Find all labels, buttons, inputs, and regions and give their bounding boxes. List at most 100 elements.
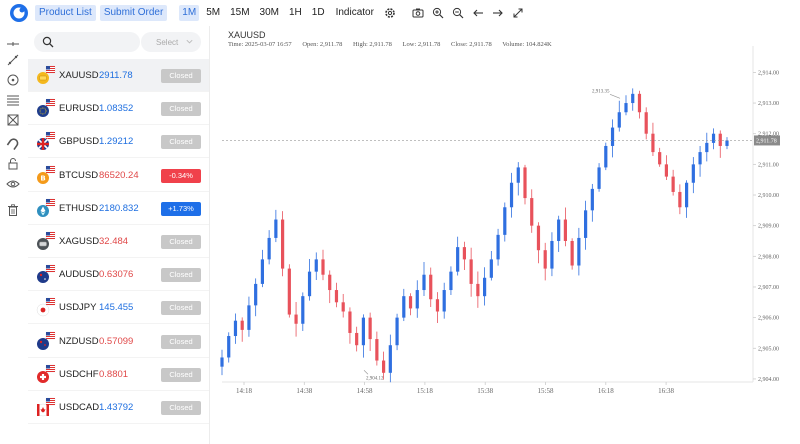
y-tick-label: 2,909.00 [758, 224, 779, 230]
candle-body [240, 320, 244, 330]
arrow-left-icon[interactable] [470, 5, 486, 21]
candle-body [516, 167, 520, 183]
product-list-button[interactable]: Product List [35, 5, 96, 21]
status-badge: -0.34% [161, 168, 201, 183]
product-symbol: NZDUSD [59, 335, 99, 347]
candle-body [685, 182, 689, 208]
product-price: 0.8801 [99, 368, 129, 380]
zoom-out-icon[interactable] [450, 5, 466, 21]
magnet-icon[interactable] [5, 136, 21, 152]
product-row-nzdusd[interactable]: NZDUSD 0.57099 Closed [28, 325, 209, 358]
search-box[interactable] [34, 32, 140, 52]
product-row-btcusd[interactable]: B BTCUSD 86520.24 -0.34% [28, 159, 209, 192]
search-row: Select [28, 30, 210, 54]
candle-body [334, 290, 339, 303]
category-select[interactable]: Select [141, 32, 201, 52]
product-row-audusd[interactable]: AUDUSD 0.63076 Closed [28, 258, 209, 292]
camera-icon[interactable] [410, 5, 426, 21]
timeframe-5m[interactable]: 5M [206, 7, 221, 18]
product-row-eurusd[interactable]: EURUSD 1.08352 Closed [28, 92, 209, 126]
search-input[interactable] [56, 34, 136, 50]
candle-body [368, 317, 372, 340]
ohlc-low: Low: 2,911.78 [402, 41, 441, 48]
candle-body [536, 225, 541, 251]
timeframe-1m[interactable]: 1M [179, 5, 200, 21]
product-price: 1.43792 [99, 402, 134, 413]
x-tick-label: 15:18 [417, 387, 433, 395]
crosshair-icon[interactable] [5, 36, 21, 52]
trash-icon[interactable] [5, 202, 21, 218]
candle-body [644, 112, 648, 134]
product-price: 32.484 [99, 236, 129, 247]
candle-body [705, 142, 709, 153]
zoom-in-icon[interactable] [430, 5, 446, 21]
product-row-usdjpy[interactable]: USDJPY 145.455 Closed [28, 291, 209, 325]
y-tick-label: 2,911.00 [758, 162, 779, 168]
eye-icon[interactable] [5, 176, 21, 192]
y-tick-label: 2,905.00 [758, 346, 779, 352]
fibonacci-icon[interactable] [5, 92, 21, 108]
candle-body [449, 271, 453, 291]
product-row-usdchf[interactable]: USDCHF 0.8801 Closed [28, 358, 209, 391]
min-marker-line [363, 370, 369, 375]
product-row-gbpusd[interactable]: GBPUSD 1.29212 Closed [28, 125, 209, 159]
candle-body [530, 198, 534, 226]
submit-order-button[interactable]: Submit Order [99, 5, 168, 21]
product-row-xauusd[interactable]: XAUUSD 2911.78 Closed [28, 59, 209, 92]
ohlc-volume: Volume: 104.824K [502, 41, 552, 48]
timeframe-15m[interactable]: 15M [230, 7, 250, 18]
trend-line-icon[interactable] [5, 52, 21, 68]
product-row-ethusd[interactable]: ETHUSD 2180.832 +1.73% [28, 192, 209, 225]
top-toolbar: Product List Submit Order 1M 5M 15M 30M … [0, 0, 800, 26]
candle-body [348, 311, 352, 333]
product-symbol: XAGUSD [59, 236, 100, 247]
last-price-label: 2,911.78 [756, 139, 777, 145]
candle-body [631, 93, 635, 104]
candle-body [388, 345, 392, 373]
candle-body [584, 210, 588, 238]
y-tick-label: 2,912.00 [758, 132, 779, 138]
status-badge: Closed [161, 367, 201, 382]
candle-body [489, 259, 493, 278]
au-flag-icon [36, 264, 56, 284]
candle-body [456, 247, 460, 272]
drawing-tools [0, 28, 26, 444]
circle-icon[interactable] [5, 72, 21, 88]
x-tick-label: 14:58 [357, 387, 373, 395]
status-badge: Closed [161, 69, 201, 83]
candle-body [496, 234, 500, 260]
candle-body [287, 268, 291, 315]
product-row-usdcad[interactable]: USDCAD 1.43792 Closed [28, 391, 209, 424]
candle-body [624, 103, 628, 113]
chart-area[interactable]: 2,914.00 2,913.00 2,912.00 2,911.00 2,910.00… [212, 26, 800, 444]
x-tick-label: 14:38 [296, 387, 312, 395]
candle-body [617, 112, 621, 128]
product-symbol: XAUUSD [59, 70, 99, 81]
product-price: 86520.24 [99, 169, 139, 181]
pattern-icon[interactable] [5, 112, 21, 128]
status-badge: Closed [161, 334, 201, 349]
btc-flag-icon: B [36, 165, 56, 185]
candle-body [651, 133, 655, 153]
timeframe-30m[interactable]: 30M [259, 7, 279, 18]
arrow-right-icon[interactable] [490, 5, 506, 21]
timeframe-1d[interactable]: 1D [311, 7, 325, 18]
candle-body [711, 133, 716, 143]
max-price-label: 2,913.35 [592, 89, 610, 94]
candle-body [220, 357, 224, 367]
candle-body [469, 259, 473, 284]
candle-body [462, 247, 466, 260]
lock-icon[interactable] [5, 156, 21, 172]
candle-body [718, 133, 722, 146]
select-placeholder: Select [156, 37, 179, 47]
candlestick-chart[interactable]: 2,914.00 2,913.00 2,912.00 2,911.00 2,910.00… [212, 26, 800, 444]
candle-body [523, 167, 527, 199]
gear-icon[interactable] [382, 5, 398, 21]
x-tick-label: 16:38 [658, 387, 674, 395]
product-row-xagusd[interactable]: XAGUSD 32.484 Closed [28, 225, 209, 258]
fullscreen-icon[interactable] [510, 5, 526, 21]
indicator-button[interactable]: Indicator [335, 7, 374, 18]
timeframe-1h[interactable]: 1H [289, 7, 302, 18]
ohlc-high: High: 2,911.78 [352, 41, 392, 48]
